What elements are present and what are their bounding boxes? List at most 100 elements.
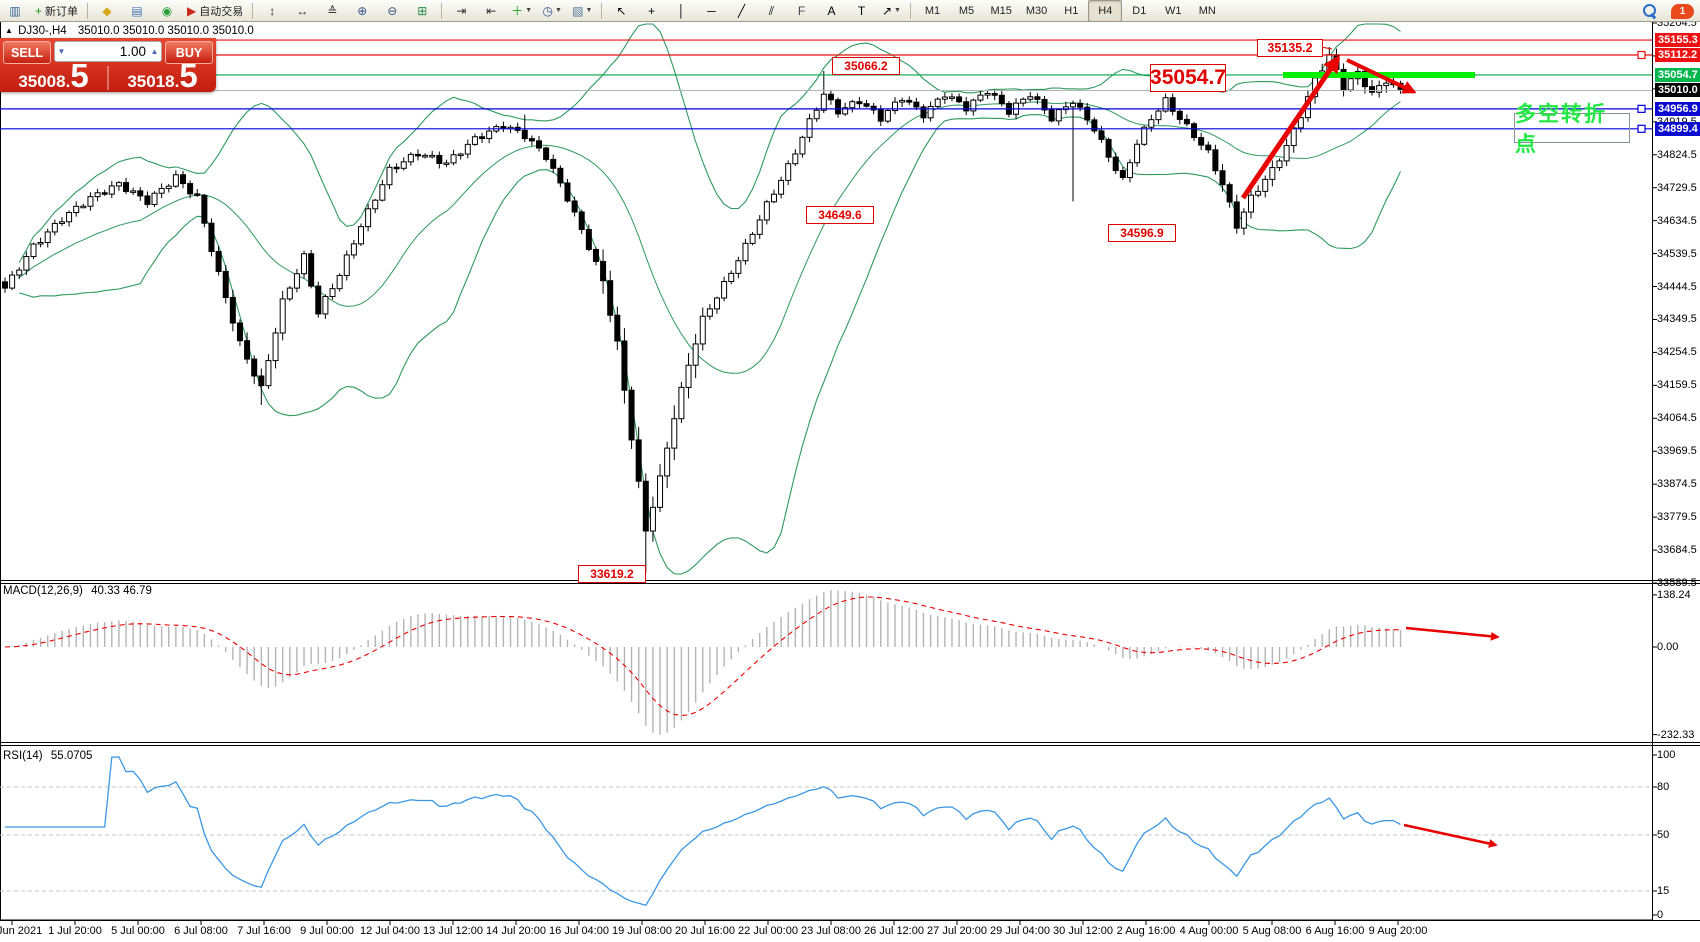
price-annotation-34649.6[interactable]: 34649.6 xyxy=(806,206,874,224)
new-chart-icon[interactable]: ▥ xyxy=(9,3,21,18)
zoom-in-icon[interactable]: ⊕ xyxy=(357,3,368,18)
equidistant-channel-icon[interactable]: ⫽ xyxy=(768,3,775,18)
rsi-axis-label: 100 xyxy=(1657,749,1676,761)
time-axis-label: 4 Aug 00:00 xyxy=(1179,925,1239,937)
price-tag-35010.0: 35010.0 xyxy=(1655,83,1700,98)
price-annotation-35066.2[interactable]: 35066.2 xyxy=(832,57,900,75)
price-axis-label: 34349.5 xyxy=(1657,313,1697,326)
price-axis-label: 33969.5 xyxy=(1657,445,1697,458)
time-axis-label: 30 Jul 12:00 xyxy=(1053,925,1113,937)
arrows-icon[interactable]: ↗ ▼ xyxy=(881,3,901,18)
price-tag-34956.9: 34956.9 xyxy=(1655,101,1700,116)
timeframe-m5[interactable]: M5 xyxy=(958,4,975,17)
toolbar: ▥ + 新订单 ◆ ▤ ◉ ▶ 自动交易 ↕ ↔ ≙ ⊕ ⊖ ⊞ ⇥ ⇤ ＋ ▼ ◷ ▼ ▧ ▼ ↖ + │ ─ ╱ ⫽ F A T ↗ ▼ M1… xyxy=(0,0,1700,22)
trendline-icon[interactable]: ╱ xyxy=(737,3,746,18)
volume-value: 1.00 xyxy=(119,44,146,59)
timeframe-m1[interactable]: M1 xyxy=(924,4,941,17)
rsi-axis-label: 50 xyxy=(1657,829,1670,841)
time-axis-label: 19 Jul 08:00 xyxy=(612,925,672,937)
chart-symbol-line: ▲ DJ30-,H4 35010.0 35010.0 35010.0 35010… xyxy=(5,25,254,37)
tile-windows-icon[interactable]: ⊞ xyxy=(417,3,428,18)
indicators-icon[interactable]: ＋ ▼ xyxy=(511,3,533,18)
timeframe-mn[interactable]: MN xyxy=(1198,4,1216,17)
periods-icon[interactable]: ◷ ▼ xyxy=(542,3,562,18)
candles-layer xyxy=(2,47,1404,573)
auto-scale-icon[interactable]: ≙ xyxy=(327,3,338,18)
alerts-icon[interactable]: ◉ xyxy=(161,3,173,18)
price-axis-label: 33589.5 xyxy=(1657,577,1697,589)
note-annotation[interactable]: 多空转折点 xyxy=(1514,103,1630,156)
chart-autoscroll-icon[interactable]: ⇤ xyxy=(486,3,497,18)
macd-indicator-label: MACD(12,26,9) 40.33 46.79 xyxy=(3,585,152,597)
rsi-indicator-label: RSI(14) 55.0705 xyxy=(3,750,92,762)
search-icon[interactable] xyxy=(1636,1,1664,21)
new-order-button[interactable]: + 新订单 xyxy=(35,3,79,18)
scale-y-icon[interactable]: ↕ xyxy=(269,3,276,18)
price-annotation-35054.7[interactable]: 35054.7 xyxy=(1150,64,1226,92)
text-label-icon[interactable]: T xyxy=(857,3,866,18)
scale-x-icon[interactable]: ↔ xyxy=(296,3,309,18)
time-axis-label: 5 Aug 08:00 xyxy=(1242,925,1302,937)
time-axis-label: 9 Jul 00:00 xyxy=(300,925,354,937)
bid-price-dot: . xyxy=(65,72,71,91)
chart-shift-icon[interactable]: ⇥ xyxy=(456,3,467,18)
volume-field[interactable]: ▼ 1.00 ▲ xyxy=(54,41,162,62)
notification-bubble[interactable]: 1 xyxy=(1671,3,1694,19)
time-axis-label: 14 Jul 20:00 xyxy=(486,925,546,937)
price-axis-label: 34729.5 xyxy=(1657,181,1697,194)
ask-price-main: 35018 xyxy=(127,72,175,91)
drawn-arrows[interactable] xyxy=(1240,46,1500,848)
profiles-icon[interactable]: ▤ xyxy=(131,3,143,18)
sell-button[interactable]: SELL xyxy=(3,41,51,64)
price-axis-label: 33779.5 xyxy=(1657,511,1697,524)
rsi-name: RSI(14) xyxy=(3,750,43,762)
auto-trading-button[interactable]: ▶ 自动交易 xyxy=(187,3,244,18)
time-axis-label: 1 Jul 20:00 xyxy=(48,925,102,937)
templates-icon[interactable]: ▧ ▼ xyxy=(572,3,593,18)
line-handle[interactable] xyxy=(1637,104,1646,113)
time-axis-label: 7 Jul 16:00 xyxy=(237,925,291,937)
styler-icon[interactable]: ◆ xyxy=(102,3,112,18)
level-lines[interactable] xyxy=(0,39,1652,133)
price-annotation-33619.2[interactable]: 33619.2 xyxy=(578,565,646,583)
line-handle[interactable] xyxy=(1637,50,1646,60)
time-axis-label: 27 Jul 20:00 xyxy=(927,925,987,937)
macd-axis-label: -232.33 xyxy=(1657,728,1695,741)
timeframe-m30[interactable]: M30 xyxy=(1025,4,1048,17)
one-click-trade-panel: SELL ▼ 1.00 ▲ BUY 35008 . 5 35018 . 5 xyxy=(0,38,216,92)
toolbar-separator xyxy=(441,2,443,19)
line-handle[interactable] xyxy=(1637,124,1646,133)
cursor-icon[interactable]: ↖ xyxy=(616,3,627,18)
price-axis-label: 34444.5 xyxy=(1657,280,1697,293)
zoom-out-icon[interactable]: ⊖ xyxy=(387,3,398,18)
timeframe-m15[interactable]: M15 xyxy=(990,4,1012,17)
rsi-pane xyxy=(5,756,1401,906)
horizontal-line-icon[interactable]: ─ xyxy=(707,3,716,18)
price-annotation-34596.9[interactable]: 34596.9 xyxy=(1108,224,1176,242)
volume-decrease-button[interactable]: ▼ xyxy=(57,47,66,56)
time-axis-label: 22 Jul 00:00 xyxy=(738,925,798,937)
price-annotation-35135.2[interactable]: 35135.2 xyxy=(1257,39,1323,57)
rsi-axis-label: 0 xyxy=(1657,909,1664,921)
macd-values: 40.33 46.79 xyxy=(91,585,152,597)
buy-button[interactable]: BUY xyxy=(165,41,213,64)
price-axis-label: 34634.5 xyxy=(1657,214,1697,227)
ask-price-big: 5 xyxy=(179,56,198,94)
timeframe-h1[interactable]: H1 xyxy=(1064,4,1079,17)
fibonacci-icon[interactable]: F xyxy=(797,3,806,18)
timeframe-d1[interactable]: D1 xyxy=(1132,4,1147,17)
price-axis-label: 33684.5 xyxy=(1657,544,1697,557)
chart-symbol: DJ30-,H4 xyxy=(18,25,67,37)
bid-price: 35008 . 5 xyxy=(0,59,107,92)
timeframe-w1[interactable]: W1 xyxy=(1165,4,1182,17)
volume-increase-button[interactable]: ▲ xyxy=(150,47,159,56)
time-axis-label: 13 Jul 12:00 xyxy=(423,925,483,937)
time-axis-label: 5 Jul 00:00 xyxy=(111,925,165,937)
text-icon[interactable]: A xyxy=(827,3,836,18)
vertical-line-icon[interactable]: │ xyxy=(677,3,686,18)
crosshair-icon[interactable]: + xyxy=(647,3,655,18)
pane-borders xyxy=(0,21,1700,921)
timeframe-h4[interactable]: H4 xyxy=(1088,0,1123,22)
